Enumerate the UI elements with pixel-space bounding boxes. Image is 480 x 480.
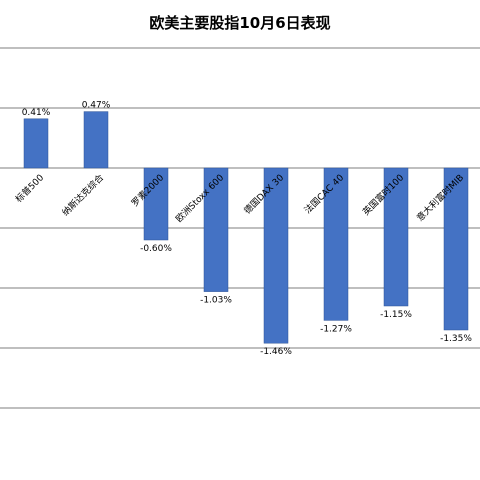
bar bbox=[143, 167, 169, 241]
bar bbox=[83, 111, 109, 169]
data-label: -0.60% bbox=[140, 244, 172, 254]
data-label: -1.46% bbox=[260, 347, 292, 357]
category-label: 标普500 bbox=[13, 171, 47, 205]
data-label: -1.15% bbox=[380, 310, 412, 320]
chart-title: 欧美主要股指10月6日表现 bbox=[149, 14, 331, 32]
data-label: -1.35% bbox=[440, 334, 472, 344]
data-label: -1.27% bbox=[320, 324, 352, 334]
bar bbox=[203, 167, 229, 292]
bar bbox=[443, 167, 469, 331]
category-label: 纳斯达克综合 bbox=[59, 172, 106, 219]
bar bbox=[23, 118, 49, 169]
data-label: 0.41% bbox=[22, 108, 51, 118]
bar bbox=[263, 167, 289, 344]
bar bbox=[323, 167, 349, 321]
data-label: -1.03% bbox=[200, 296, 232, 306]
bar bbox=[383, 167, 409, 307]
data-label: 0.47% bbox=[82, 101, 111, 111]
